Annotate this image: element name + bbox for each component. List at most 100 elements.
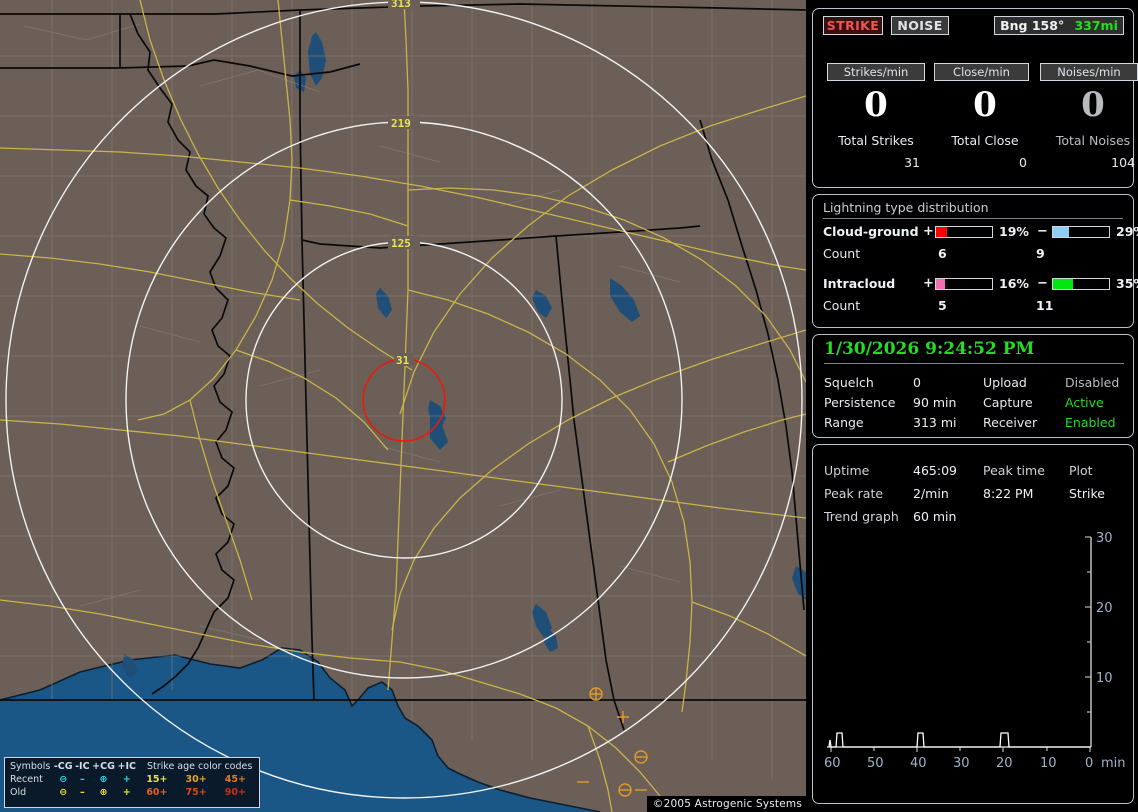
- legend-header-neg-cg: -CG: [53, 761, 73, 772]
- negative-percent: 35%: [1116, 276, 1138, 291]
- distribution-label: Intracloud: [823, 276, 896, 291]
- capture-value: Active: [1065, 395, 1104, 410]
- x-tick-60: 60: [824, 756, 841, 771]
- lightning-distribution-panel: Lightning type distribution Cloud-ground…: [812, 194, 1138, 328]
- negative-bar: [1052, 226, 1110, 238]
- positive-count: 6: [938, 246, 947, 261]
- bearing-angle: Bng 158°: [1000, 18, 1065, 33]
- rates-panel: STRIKE NOISE Bng 158° 337mi Strikes/min …: [812, 8, 1138, 188]
- legend-age-75: 75+: [185, 787, 207, 798]
- strike-marker: [618, 783, 632, 797]
- positive-percent: 19%: [999, 224, 1029, 239]
- copyright-notice: ©2005 Astrogenic Systems: [646, 796, 806, 812]
- legend-symbol-pos-cg-recent: ⊕: [99, 774, 108, 785]
- strike-marker: [589, 687, 603, 701]
- radar-map[interactable]: 313 219 125 31: [0, 0, 806, 812]
- legend-age-45: 45+: [224, 774, 246, 785]
- strike-mode-button[interactable]: STRIKE: [823, 16, 883, 35]
- strikes-per-min-header[interactable]: Strikes/min: [827, 63, 925, 81]
- timestamp-display: 1/30/2026 9:24:52 PM: [824, 339, 1124, 364]
- noise-mode-button[interactable]: NOISE: [891, 16, 949, 35]
- negative-sign: −: [1037, 276, 1048, 291]
- plot-value[interactable]: Strike: [1069, 486, 1105, 501]
- negative-count: 11: [1036, 298, 1054, 313]
- x-tick-10: 10: [1040, 756, 1057, 771]
- negative-percent: 29%: [1116, 224, 1138, 239]
- positive-percent: 16%: [999, 276, 1029, 291]
- range-label: Range: [824, 415, 864, 430]
- plot-label: Plot: [1069, 463, 1093, 478]
- distribution-row-intracloud: Intracloud + 16% − 35%: [823, 275, 1138, 295]
- positive-sign: +: [923, 276, 934, 291]
- legend-header-symbols: Symbols: [10, 761, 51, 772]
- map-legend: Symbols -CG -IC +CG +IC Strike age color…: [4, 757, 260, 808]
- positive-count: 5: [938, 298, 947, 313]
- ring-label-125: 125: [391, 237, 411, 250]
- x-tick-20: 20: [996, 756, 1013, 771]
- legend-symbol-pos-cg-old: ⊕: [99, 787, 108, 798]
- count-label: Count: [823, 298, 861, 313]
- x-tick-30: 30: [953, 756, 970, 771]
- y-tick-10: 10: [1096, 671, 1113, 686]
- total-noises-label: Total Noises: [1055, 133, 1131, 148]
- uptime-label: Uptime: [824, 463, 870, 478]
- x-tick-40: 40: [910, 756, 927, 771]
- trend-graph-label: Trend graph: [824, 509, 899, 524]
- legend-header-pos-ic: +IC: [117, 761, 137, 772]
- bearing-display: Bng 158° 337mi: [994, 16, 1124, 35]
- receiver-value: Enabled: [1065, 415, 1116, 430]
- map-geography: 313 219 125 31: [0, 0, 806, 812]
- legend-symbol-pos-ic-old: +: [122, 787, 131, 798]
- strike-markers: [577, 687, 648, 797]
- legend-row-recent: Recent ⊖ – ⊕ + 15+ 30+ 45+: [9, 773, 255, 786]
- uptime-value: 465:09: [913, 463, 957, 478]
- close-per-min-value: 0: [973, 85, 997, 125]
- legend-row-old: Old ⊖ – ⊕ + 60+ 75+ 90+: [9, 786, 255, 799]
- status-panel: 1/30/2026 9:24:52 PM Squelch 0 Persisten…: [812, 334, 1134, 438]
- total-strikes-label: Total Strikes: [838, 133, 914, 148]
- legend-age-60: 60+: [146, 787, 168, 798]
- peak-time-value: 8:22 PM: [983, 486, 1034, 501]
- legend-symbol-neg-ic-old: –: [79, 787, 85, 798]
- trend-graph: 30 20 10 60 50 40 30 20 10: [824, 531, 1126, 771]
- receiver-label: Receiver: [983, 415, 1038, 430]
- y-tick-30: 30: [1096, 531, 1113, 546]
- noises-per-min-header[interactable]: Noises/min: [1040, 63, 1138, 81]
- count-row-intracloud: Count 5 11: [823, 298, 1125, 316]
- legend-header-pos-cg: +CG: [92, 761, 115, 772]
- legend-row-label: Old: [10, 787, 27, 798]
- strike-marker: [617, 711, 629, 723]
- positive-bar: [935, 278, 993, 290]
- x-axis-unit-label: min: [1101, 756, 1126, 771]
- total-close-label: Total Close: [951, 133, 1019, 148]
- legend-age-30: 30+: [185, 774, 207, 785]
- legend-header-neg-ic: -IC: [75, 761, 90, 772]
- persistence-value: 90 min: [913, 395, 957, 410]
- peak-rate-value: 2/min: [913, 486, 949, 501]
- positive-sign: +: [923, 224, 934, 239]
- legend-header-row: Symbols -CG -IC +CG +IC Strike age color…: [9, 760, 255, 773]
- close-per-min-header[interactable]: Close/min: [934, 63, 1029, 81]
- persistence-label: Persistence: [824, 395, 896, 410]
- total-close-value: 0: [1019, 155, 1027, 170]
- range-value: 313 mi: [913, 415, 957, 430]
- legend-symbol-neg-cg-recent: ⊖: [59, 774, 68, 785]
- side-panel: STRIKE NOISE Bng 158° 337mi Strikes/min …: [808, 0, 1138, 812]
- legend-age-15: 15+: [146, 774, 168, 785]
- negative-bar: [1052, 278, 1110, 290]
- distribution-label: Cloud-ground: [823, 224, 919, 239]
- squelch-value: 0: [913, 375, 921, 390]
- upload-value: Disabled: [1065, 375, 1120, 390]
- legend-symbol-neg-ic-recent: –: [79, 774, 85, 785]
- trend-graph-value[interactable]: 60 min: [913, 509, 957, 524]
- squelch-label: Squelch: [824, 375, 874, 390]
- ring-label-219: 219: [391, 117, 411, 130]
- legend-age-90: 90+: [224, 787, 246, 798]
- negative-count: 9: [1036, 246, 1045, 261]
- ring-label-313: 313: [391, 0, 411, 10]
- capture-label: Capture: [983, 395, 1033, 410]
- upload-label: Upload: [983, 375, 1027, 390]
- x-tick-0: 0: [1085, 756, 1093, 771]
- distribution-row-cloud-ground: Cloud-ground + 19% − 29%: [823, 223, 1138, 243]
